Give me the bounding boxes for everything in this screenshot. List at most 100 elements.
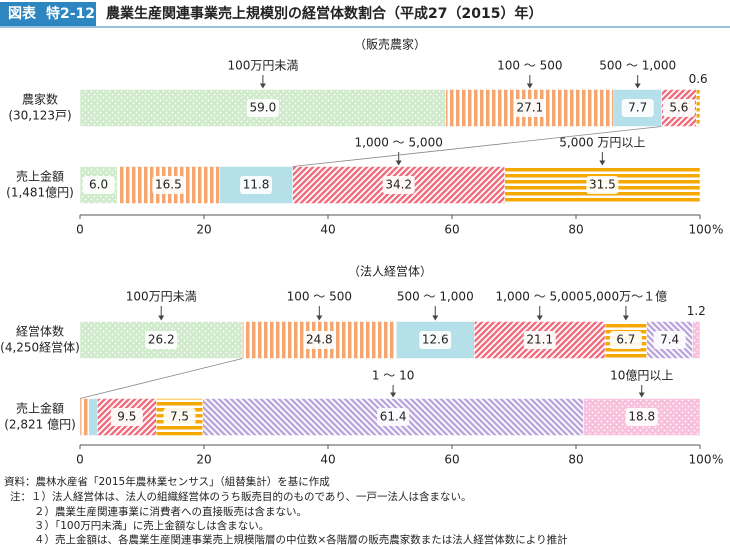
value-label: 34.2 bbox=[385, 178, 412, 192]
value-label-bg bbox=[419, 331, 452, 349]
series-label: 1,000 ～ 5,000 bbox=[355, 136, 443, 150]
x-tick-label: 80 bbox=[568, 223, 583, 237]
value-label: 61.4 bbox=[380, 410, 407, 424]
series-label: 1 ～ 10 bbox=[372, 369, 415, 383]
value-label-bg bbox=[621, 99, 654, 117]
value-label: 59.0 bbox=[250, 101, 277, 115]
value-label: 7.4 bbox=[660, 333, 679, 347]
value-label: 21.1 bbox=[526, 333, 553, 347]
value-label-bg bbox=[586, 176, 619, 194]
series-label: 5,000 万円以上 bbox=[559, 136, 645, 150]
row-label: (4,250経営体) bbox=[0, 341, 80, 355]
series-label: 10億円以上 bbox=[610, 369, 673, 383]
value-label-bg bbox=[246, 99, 279, 117]
series-label: 100 ～ 500 bbox=[497, 59, 562, 73]
bar-segment bbox=[88, 398, 98, 436]
note: ３）「100万円未満」に売上金額なしは含まない。 bbox=[34, 519, 269, 532]
x-tick-label: 20 bbox=[196, 453, 211, 467]
x-tick-label: 60 bbox=[444, 223, 459, 237]
x-axis-unit: % bbox=[712, 223, 723, 237]
x-tick-label: 60 bbox=[444, 453, 459, 467]
row-label: (30,123戸) bbox=[8, 109, 71, 123]
series-label: 100万円未満 bbox=[126, 290, 197, 304]
x-tick-label: 100 bbox=[689, 223, 712, 237]
bar-segment bbox=[79, 398, 89, 436]
value-label-bg bbox=[377, 408, 410, 426]
x-tick-label: 0 bbox=[76, 453, 84, 467]
row-label: 経営体数 bbox=[16, 324, 64, 339]
row-label: (2,821 億円) bbox=[4, 418, 76, 432]
header-box bbox=[0, 2, 96, 26]
value-label-bg bbox=[513, 99, 546, 117]
x-tick-label: 20 bbox=[196, 223, 211, 237]
note: 注：１）法人経営体は、法人の組織経営体のうち販売目的のものであり、一戸一法人は含… bbox=[10, 490, 471, 503]
value-label: 16.5 bbox=[155, 178, 182, 192]
value-label-bg bbox=[303, 331, 336, 349]
value-label: 12.6 bbox=[422, 333, 449, 347]
value-label: 11.8 bbox=[243, 178, 270, 192]
bar-segment bbox=[696, 89, 701, 127]
x-tick-label: 0 bbox=[76, 223, 84, 237]
value-label: 7.7 bbox=[628, 101, 647, 115]
series-label: 500 ～ 1,000 bbox=[397, 290, 474, 304]
connector bbox=[292, 126, 662, 167]
series-label: 100万円未満 bbox=[227, 59, 298, 73]
value-label: 26.2 bbox=[148, 333, 175, 347]
row-label: 売上金額 bbox=[16, 401, 64, 416]
row-label: 売上金額 bbox=[16, 169, 64, 184]
value-label-bg bbox=[662, 99, 695, 117]
arrow-head bbox=[526, 83, 533, 89]
row-label: (1,481億円) bbox=[6, 186, 74, 200]
arrow-head bbox=[536, 315, 543, 321]
x-tick-label: 80 bbox=[568, 453, 583, 467]
value-label: 0.6 bbox=[689, 72, 708, 86]
value-label-bg bbox=[609, 331, 642, 349]
value-label-bg bbox=[625, 408, 658, 426]
header-label: 図表 bbox=[8, 5, 37, 22]
value-label-bg bbox=[523, 331, 556, 349]
arrow-head bbox=[158, 315, 165, 321]
value-label-bg bbox=[152, 176, 185, 194]
value-label-bg bbox=[145, 331, 178, 349]
x-tick-label: 40 bbox=[320, 223, 335, 237]
row-label: 農家数 bbox=[22, 92, 58, 107]
arrow-head bbox=[599, 160, 606, 166]
subtitle: （販売農家） bbox=[354, 37, 426, 52]
arrow-head bbox=[622, 315, 629, 321]
value-label-bg bbox=[653, 331, 686, 349]
x-tick-label: 100 bbox=[689, 453, 712, 467]
value-label: 18.8 bbox=[628, 410, 655, 424]
arrow-head bbox=[390, 392, 397, 398]
arrow-head bbox=[259, 83, 266, 89]
value-label-bg bbox=[240, 176, 273, 194]
note: 資料：農林水産省「2015年農林業センサス」（組替集計）を基に作成 bbox=[4, 475, 330, 488]
value-label: 5.6 bbox=[669, 101, 688, 115]
value-label: 6.7 bbox=[616, 333, 635, 347]
arrow-head bbox=[432, 315, 439, 321]
x-tick-label: 40 bbox=[320, 453, 335, 467]
series-label: 100 ～ 500 bbox=[287, 290, 352, 304]
connector bbox=[79, 358, 243, 399]
value-label: 9.5 bbox=[117, 410, 136, 424]
value-label: 24.8 bbox=[306, 333, 333, 347]
subtitle: （法人経営体） bbox=[348, 265, 432, 279]
value-label-bg bbox=[163, 408, 196, 426]
value-label-bg bbox=[110, 408, 143, 426]
series-label: 1,000 ～ 5,000 bbox=[496, 290, 584, 304]
header-number: 特2-12 bbox=[46, 5, 95, 22]
bar-segment bbox=[692, 321, 701, 359]
note: ４）売上金額は、各農業生産関連事業売上規模階層の中位数×各階層の販売農家数または… bbox=[34, 533, 568, 545]
value-label: 31.5 bbox=[589, 178, 616, 192]
note: ２）農業生産関連事業に消費者への直接販売は含まない。 bbox=[34, 505, 307, 518]
arrow-head bbox=[634, 83, 641, 89]
value-label: 1.2 bbox=[687, 304, 706, 318]
series-label: 500 ～ 1,000 bbox=[599, 59, 676, 73]
header-title: 農業生産関連事業売上規模別の経営体数割合（平成27（2015）年） bbox=[106, 5, 542, 22]
value-label-bg bbox=[82, 176, 115, 194]
arrow-head bbox=[316, 315, 323, 321]
arrow-head bbox=[638, 392, 645, 398]
series-label: 5,000万～１億 bbox=[585, 290, 667, 304]
value-label: 6.0 bbox=[89, 178, 108, 192]
x-axis-unit: % bbox=[712, 453, 723, 467]
